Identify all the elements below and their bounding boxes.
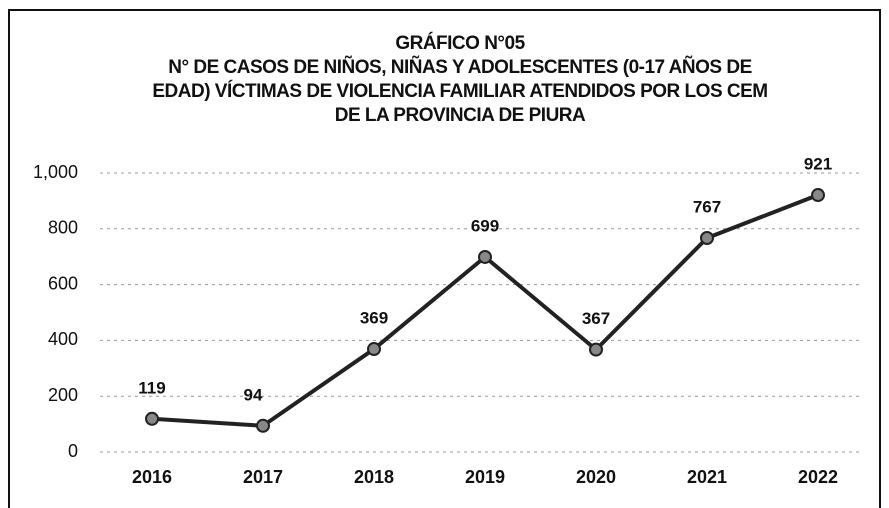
y-tick-label: 600: [48, 273, 78, 293]
x-tick-label: 2019: [465, 467, 505, 487]
data-label: 367: [582, 309, 610, 328]
x-tick-label: 2022: [798, 467, 838, 487]
x-tick-label: 2017: [243, 467, 283, 487]
point: [256, 418, 270, 433]
chart-title: EDAD) VÍCTIMAS DE VIOLENCIA FAMILIAR ATE…: [152, 80, 767, 102]
point: [367, 342, 381, 357]
point: [145, 411, 159, 426]
data-label: 921: [804, 155, 832, 174]
chart-title: DE LA PROVINCIA DE PIURA: [335, 105, 586, 126]
data-label: 119: [138, 378, 165, 397]
data-label: 767: [693, 197, 721, 216]
x-tick-label: 2020: [576, 467, 616, 487]
y-tick-label: 200: [48, 385, 78, 405]
point: [478, 249, 492, 264]
chart-title: N° DE CASOS DE NIÑOS, NIÑAS Y ADOLESCENT…: [168, 56, 752, 78]
frame: [8, 9, 881, 508]
y-tick-label: 800: [48, 218, 78, 238]
y-tick-label: 1,000: [33, 162, 78, 182]
x-tick-label: 2016: [132, 467, 172, 487]
data-label: 699: [471, 216, 499, 235]
x-tick-label: 2021: [687, 467, 727, 487]
chart-title: GRÁFICO N°05: [395, 32, 525, 54]
y-tick-label: 0: [68, 441, 78, 461]
data-label: 369: [360, 309, 388, 328]
point: [700, 231, 714, 246]
data-label: 94: [244, 385, 263, 404]
x-tick-label: 2018: [354, 467, 394, 487]
y-tick-label: 400: [48, 329, 78, 349]
point: [589, 342, 603, 357]
point: [811, 188, 825, 203]
